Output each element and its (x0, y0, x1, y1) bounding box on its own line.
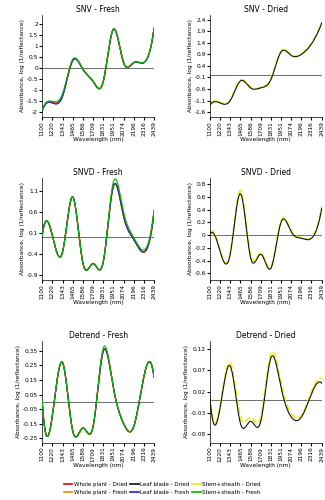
Y-axis label: Absorbance, log (1/reflectance): Absorbance, log (1/reflectance) (20, 20, 25, 112)
Y-axis label: Absorbance, log (1/reflectance): Absorbance, log (1/reflectance) (188, 20, 193, 112)
X-axis label: Wavelength (nm): Wavelength (nm) (240, 138, 291, 142)
X-axis label: Wavelength (nm): Wavelength (nm) (73, 138, 124, 142)
X-axis label: Wavelength (nm): Wavelength (nm) (240, 463, 291, 468)
Y-axis label: Absorbance, log (1/reflectance): Absorbance, log (1/reflectance) (184, 345, 189, 438)
X-axis label: Wavelength (nm): Wavelength (nm) (73, 463, 124, 468)
Legend: Whole plant - Dried, Whole plant - Fresh, Leaf blade - Dried, Leaf blade - Fresh: Whole plant - Dried, Whole plant - Fresh… (62, 480, 263, 497)
Title: SNV - Dried: SNV - Dried (244, 5, 288, 14)
Y-axis label: Absorbance, log (1/reflectance): Absorbance, log (1/reflectance) (20, 182, 25, 276)
X-axis label: Wavelength (nm): Wavelength (nm) (240, 300, 291, 305)
Title: Detrend - Dried: Detrend - Dried (236, 331, 296, 340)
Title: SNVD - Fresh: SNVD - Fresh (73, 168, 123, 177)
Title: Detrend - Fresh: Detrend - Fresh (69, 331, 128, 340)
Title: SNV - Fresh: SNV - Fresh (76, 5, 120, 14)
Y-axis label: Absorbance, log (1/reflectance): Absorbance, log (1/reflectance) (17, 345, 21, 438)
Y-axis label: Absorbance, log (1/reflectance): Absorbance, log (1/reflectance) (188, 182, 193, 276)
Title: SNVD - Dried: SNVD - Dried (241, 168, 291, 177)
X-axis label: Wavelength (nm): Wavelength (nm) (73, 300, 124, 305)
